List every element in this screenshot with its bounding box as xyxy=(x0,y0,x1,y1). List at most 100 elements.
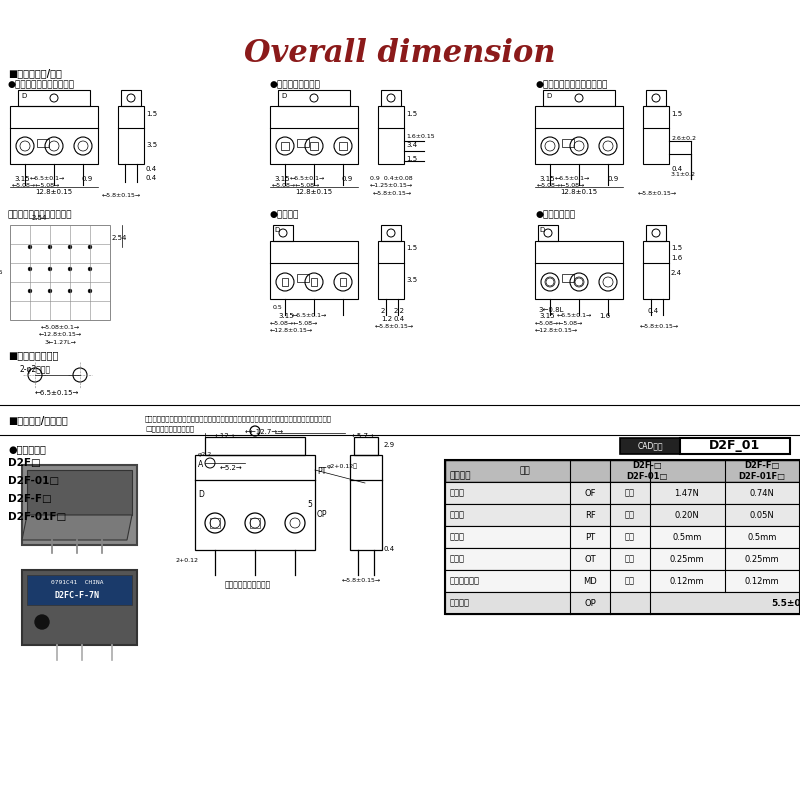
Bar xyxy=(445,460,800,614)
Bar xyxy=(535,241,623,299)
Bar xyxy=(381,225,401,241)
Bar xyxy=(445,482,800,504)
Text: OF: OF xyxy=(584,489,596,498)
Text: 5: 5 xyxy=(307,500,312,509)
Bar xyxy=(378,241,404,299)
Text: 1.5: 1.5 xyxy=(406,245,417,251)
Bar xyxy=(270,106,358,164)
Circle shape xyxy=(279,229,287,237)
Circle shape xyxy=(127,94,135,102)
Text: D2F-□
D2F-01□: D2F-□ D2F-01□ xyxy=(626,462,668,481)
Text: 最大: 最大 xyxy=(625,533,635,542)
Bar xyxy=(310,142,318,150)
Text: 过行程: 过行程 xyxy=(450,554,465,563)
Bar xyxy=(18,90,90,106)
Circle shape xyxy=(74,137,92,155)
Text: PT: PT xyxy=(585,533,595,542)
Text: D2FC-F-7N: D2FC-F-7N xyxy=(54,590,99,599)
Polygon shape xyxy=(22,515,132,540)
Text: 回复力: 回复力 xyxy=(450,510,465,519)
Circle shape xyxy=(205,458,215,468)
Text: ●印刷基板独立端子: ●印刷基板独立端子 xyxy=(270,80,321,89)
Text: ●印刷基板用端子（直型）: ●印刷基板用端子（直型） xyxy=(8,80,75,89)
Bar xyxy=(205,437,305,455)
Text: 2.54: 2.54 xyxy=(32,215,47,221)
Circle shape xyxy=(276,273,294,291)
Text: ■端子的种类/形状: ■端子的种类/形状 xyxy=(8,68,62,78)
Bar xyxy=(10,225,110,320)
Circle shape xyxy=(546,278,554,286)
Bar xyxy=(121,90,141,106)
Text: 3.15: 3.15 xyxy=(14,176,30,182)
Bar xyxy=(311,278,317,286)
Bar xyxy=(10,106,98,164)
Text: 0.05N: 0.05N xyxy=(750,510,774,519)
Text: ←6.5±0.1→: ←6.5±0.1→ xyxy=(290,176,326,181)
Text: 0.5mm: 0.5mm xyxy=(672,533,702,542)
Circle shape xyxy=(575,94,583,102)
Text: 型号: 型号 xyxy=(519,466,530,475)
Text: ←6.5±0.1→: ←6.5±0.1→ xyxy=(555,176,590,181)
Bar xyxy=(273,225,293,241)
Circle shape xyxy=(68,289,72,293)
Text: A: A xyxy=(198,460,203,469)
Circle shape xyxy=(78,141,88,151)
Circle shape xyxy=(305,137,323,155)
Bar xyxy=(538,225,558,241)
Circle shape xyxy=(545,277,555,287)
Text: D2F-F□
D2F-01F□: D2F-F□ D2F-01F□ xyxy=(738,462,786,481)
Bar xyxy=(643,241,669,299)
Text: 12.8±0.15: 12.8±0.15 xyxy=(35,189,73,195)
Text: ←5.8±0.15→: ←5.8±0.15→ xyxy=(638,191,677,196)
Text: 0.74N: 0.74N xyxy=(750,489,774,498)
Text: 0.12mm: 0.12mm xyxy=(670,577,704,586)
Text: 2.54: 2.54 xyxy=(112,235,127,241)
Bar xyxy=(210,518,220,528)
Circle shape xyxy=(68,245,72,249)
Text: D: D xyxy=(21,93,26,99)
Circle shape xyxy=(305,273,323,291)
Text: ←1.25±0.15→: ←1.25±0.15→ xyxy=(370,183,413,188)
Circle shape xyxy=(49,141,59,151)
Bar xyxy=(445,592,800,614)
Text: 0.5: 0.5 xyxy=(273,305,282,310)
Text: 0.9: 0.9 xyxy=(342,176,354,182)
Bar xyxy=(445,570,800,592)
Bar xyxy=(445,504,800,526)
Bar xyxy=(37,139,49,147)
Text: ←5.08→←5.08→: ←5.08→←5.08→ xyxy=(537,183,586,188)
Text: Overall dimension: Overall dimension xyxy=(244,38,556,69)
Bar xyxy=(562,139,574,147)
Text: D: D xyxy=(281,93,286,99)
Bar xyxy=(195,455,315,550)
Text: 0.4: 0.4 xyxy=(146,175,157,181)
Bar xyxy=(282,278,288,286)
Bar xyxy=(281,142,289,150)
Circle shape xyxy=(68,267,72,270)
Text: 1.5: 1.5 xyxy=(406,111,417,117)
Text: D2F_01: D2F_01 xyxy=(710,439,761,453)
Bar xyxy=(646,90,666,106)
Text: 3.15: 3.15 xyxy=(278,313,294,319)
Circle shape xyxy=(28,245,32,249)
Text: 0.4: 0.4 xyxy=(384,546,395,552)
Text: 1.6: 1.6 xyxy=(671,255,682,261)
Text: ←6.5±0.1→: ←6.5±0.1→ xyxy=(30,176,66,181)
Bar xyxy=(118,106,144,164)
Text: 3.4: 3.4 xyxy=(406,142,417,148)
Circle shape xyxy=(48,245,52,249)
Text: ←12.8±0.15→: ←12.8±0.15→ xyxy=(270,328,313,333)
Bar xyxy=(643,106,669,164)
Text: ←12→: ←12→ xyxy=(215,433,236,439)
Text: ←6.5±0.1→: ←6.5±0.1→ xyxy=(557,313,592,318)
Polygon shape xyxy=(27,470,132,515)
Bar xyxy=(27,575,132,605)
Text: 印刷基板加工尺寸（参考）: 印刷基板加工尺寸（参考） xyxy=(8,210,73,219)
Circle shape xyxy=(48,289,52,293)
Bar xyxy=(562,274,574,282)
Bar xyxy=(445,460,800,482)
Text: ←5.08→←5.08→: ←5.08→←5.08→ xyxy=(535,321,583,326)
Bar xyxy=(250,518,260,528)
Text: D2F-01F□: D2F-01F□ xyxy=(8,512,66,522)
Circle shape xyxy=(88,245,92,249)
